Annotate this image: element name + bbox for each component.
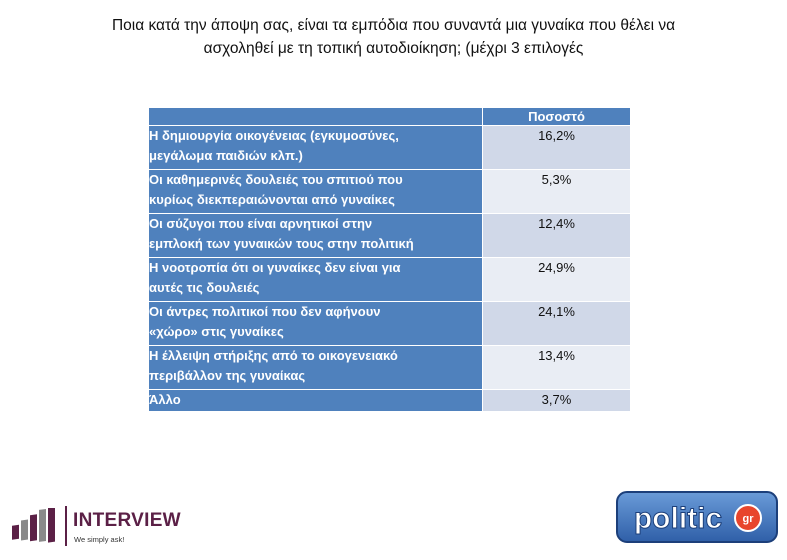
title-line-2: ασχοληθεί με τη τοπική αυτοδιοίκηση; (μέ… — [203, 40, 584, 57]
table-header-row: Ποσοστό — [148, 107, 631, 126]
table-row: Η νοοτροπία ότι οι γυναίκες δεν είναι γι… — [148, 257, 631, 302]
table-row: Οι καθημερινές δουλειές του σπιτιού που κ… — [148, 169, 631, 214]
row-label-line: Η νοοτροπία ότι οι γυναίκες δεν είναι γι… — [149, 260, 401, 275]
gr-badge-icon — [734, 504, 762, 532]
bars-icon — [12, 508, 55, 543]
question-title: Ποια κατά την άποψη σας, είναι τα εμπόδι… — [0, 14, 787, 60]
row-label: Η νοοτροπία ότι οι γυναίκες δεν είναι γι… — [148, 257, 483, 302]
table-row: Η δημιουργία οικογένειας (εγκυμοσύνες, με… — [148, 125, 631, 170]
row-label-line: «χώρο» στις γυναίκες — [149, 324, 284, 339]
row-value: 3,7% — [482, 389, 631, 412]
row-value: 13,4% — [482, 345, 631, 390]
politic-badge: gr — [743, 513, 755, 525]
results-table: Ποσοστό Η δημιουργία οικογένειας (εγκυμο… — [148, 107, 631, 412]
row-value: 12,4% — [482, 213, 631, 258]
row-label-line: μεγάλωμα παιδιών κλπ.) — [149, 148, 303, 163]
row-label-line: Άλλο — [149, 392, 181, 407]
interview-logo: INTERVIEW We simply ask! — [10, 504, 210, 550]
row-label-line: κυρίως διεκπεραιώνονται από γυναίκες — [149, 192, 395, 207]
table-row: Η έλλειψη στήριξης από το οικογενειακό πε… — [148, 345, 631, 390]
table-row: Οι άντρες πολιτικοί που δεν αφήνουν «χώρο… — [148, 301, 631, 346]
row-label-line: περιβάλλον της γυναίκας — [149, 368, 306, 383]
row-label-line: Οι καθημερινές δουλειές του σπιτιού που — [149, 172, 403, 187]
row-label: Οι σύζυγοι που είναι αρνητικοί στην εμπλο… — [148, 213, 483, 258]
row-label-line: εμπλοκή των γυναικών τους στην πολιτική — [149, 236, 414, 251]
table-row: Οι σύζυγοι που είναι αρνητικοί στην εμπλο… — [148, 213, 631, 258]
row-value: 24,1% — [482, 301, 631, 346]
logo-divider — [65, 506, 67, 546]
row-label: Η έλλειψη στήριξης από το οικογενειακό πε… — [148, 345, 483, 390]
row-label-line: Η δημιουργία οικογένειας (εγκυμοσύνες, — [149, 128, 399, 143]
header-percentage: Ποσοστό — [482, 107, 631, 126]
row-label-line: αυτές τις δουλειές — [149, 280, 260, 295]
interview-tagline: We simply ask! — [74, 535, 125, 544]
interview-name: INTERVIEW — [73, 510, 181, 531]
row-label-line: Οι άντρες πολιτικοί που δεν αφήνουν — [149, 304, 381, 319]
politic-text: politic — [634, 502, 722, 535]
title-line-1: Ποια κατά την άποψη σας, είναι τα εμπόδι… — [111, 17, 676, 34]
row-value: 5,3% — [482, 169, 631, 214]
row-label: Οι άντρες πολιτικοί που δεν αφήνουν «χώρο… — [148, 301, 483, 346]
politic-logo: politic gr — [616, 491, 778, 543]
row-label: Η δημιουργία οικογένειας (εγκυμοσύνες, με… — [148, 125, 483, 170]
row-value: 16,2% — [482, 125, 631, 170]
row-value: 24,9% — [482, 257, 631, 302]
row-label-line: Οι σύζυγοι που είναι αρνητικοί στην — [149, 216, 373, 231]
row-label-line: Η έλλειψη στήριξης από το οικογενειακό — [149, 348, 398, 363]
row-label: Άλλο — [148, 389, 483, 412]
header-blank-cell — [148, 107, 483, 126]
row-label: Οι καθημερινές δουλειές του σπιτιού που κ… — [148, 169, 483, 214]
table-row: Άλλο 3,7% — [148, 389, 631, 412]
